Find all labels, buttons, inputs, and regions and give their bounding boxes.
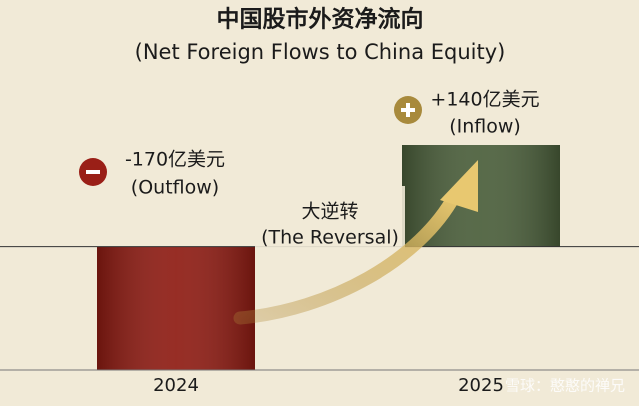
x-tick-label: 2025: [458, 375, 504, 396]
annotation: 大逆转: [301, 201, 358, 223]
watermark: 雪球：憨憨的禅兄: [505, 377, 625, 395]
flow-label: (Inflow): [449, 116, 521, 138]
flow-label: (Outflow): [131, 177, 219, 199]
value-label: -170亿美元: [125, 149, 225, 171]
minus-icon: [86, 170, 100, 174]
annotation-subtitle: (The Reversal): [261, 227, 399, 249]
chart-subtitle: (Net Foreign Flows to China Equity): [135, 40, 506, 64]
value-label: +140亿美元: [430, 89, 539, 111]
bar-shade: [97, 246, 255, 370]
chart-title: 中国股市外资净流向: [217, 6, 424, 33]
x-tick-label: 2024: [153, 375, 199, 396]
annotation-bg: [255, 186, 405, 250]
reversal-arrow: [233, 188, 462, 325]
plus-icon: [401, 103, 415, 117]
arrow-head: [440, 160, 478, 212]
